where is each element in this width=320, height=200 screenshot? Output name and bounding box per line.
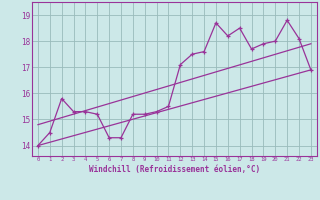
X-axis label: Windchill (Refroidissement éolien,°C): Windchill (Refroidissement éolien,°C) xyxy=(89,165,260,174)
